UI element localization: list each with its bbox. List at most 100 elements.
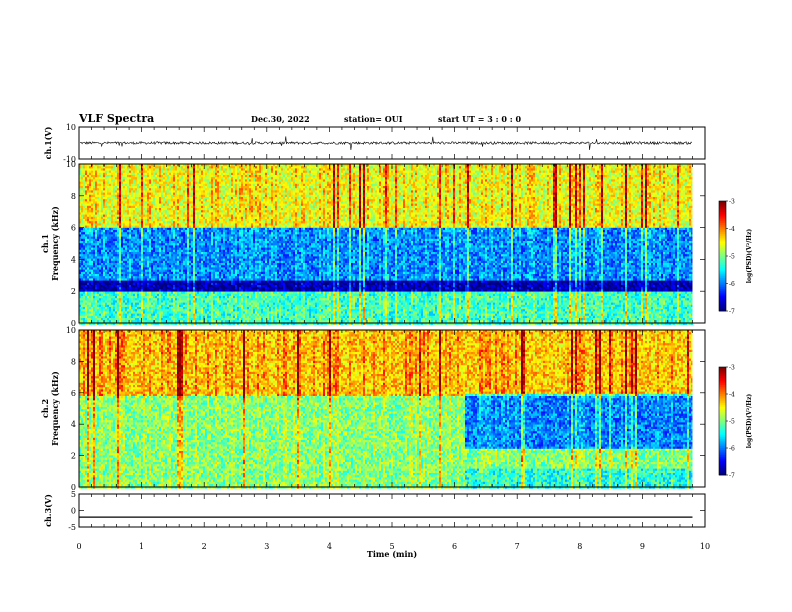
spectrogram-cell: [573, 171, 575, 174]
spectrogram-cell: [111, 186, 113, 189]
spectrogram-cell: [293, 184, 295, 187]
spectrogram-cell: [547, 184, 549, 187]
spectrogram-cell: [215, 175, 217, 178]
spectrogram-cell: [479, 179, 481, 182]
spectrogram-cell: [455, 171, 457, 174]
spectrogram-cell: [129, 175, 131, 178]
spectrogram-cell: [337, 177, 339, 180]
spectrogram-cell: [557, 182, 559, 185]
spectrogram-cell: [97, 171, 99, 174]
spectrogram-cell: [585, 182, 587, 185]
spectrogram-cell: [539, 177, 541, 180]
spectrogram-cell: [255, 177, 257, 180]
spectrogram-cell: [473, 184, 475, 187]
spectrogram-cell: [131, 179, 133, 182]
spectrogram-cell: [563, 166, 565, 169]
spectrogram-cell: [401, 175, 403, 178]
spectrogram-cell: [311, 179, 313, 182]
spectrogram-cell: [521, 168, 523, 171]
spectrogram-cell: [467, 179, 469, 182]
spectrogram-cell: [187, 173, 189, 176]
spectrogram-cell: [677, 168, 679, 171]
spectrogram-cell: [601, 184, 603, 187]
spectrogram-cell: [407, 177, 409, 180]
spectrogram-cell: [203, 171, 205, 174]
spectrogram-cell: [321, 177, 323, 180]
spectrogram-cell: [505, 177, 507, 180]
spectrogram-cell: [387, 173, 389, 176]
spectrogram-cell: [275, 166, 277, 169]
spectrogram-cell: [313, 173, 315, 176]
spectrogram-cell: [541, 177, 543, 180]
spectrogram-cell: [161, 173, 163, 176]
spectrogram-cell: [527, 184, 529, 187]
spectrogram-cell: [391, 175, 393, 178]
spectrogram-cell: [539, 171, 541, 174]
spectrogram-cell: [425, 171, 427, 174]
spectrogram-cell: [535, 168, 537, 171]
spectrogram-cell: [325, 177, 327, 180]
spectrogram-cell: [255, 182, 257, 185]
spectrogram-cell: [127, 168, 129, 171]
spectrogram-cell: [543, 173, 545, 176]
spectrogram-cell: [569, 171, 571, 174]
spectrogram-cell: [227, 179, 229, 182]
spectrogram-cell: [627, 166, 629, 169]
spectrogram-cell: [135, 173, 137, 176]
spectrogram-cell: [543, 182, 545, 185]
spectrogram-cell: [417, 182, 419, 185]
spectrogram-cell: [117, 173, 119, 176]
spectrogram-cell: [129, 171, 131, 174]
spectrogram-cell: [423, 173, 425, 176]
spectrogram-cell: [549, 175, 551, 178]
spectrogram-cell: [113, 175, 115, 178]
spectrogram-cell: [613, 175, 615, 178]
spectrogram-cell: [109, 171, 111, 174]
spectrogram-cell: [585, 168, 587, 171]
spectrogram-cell: [237, 179, 239, 182]
spectrogram-cell: [233, 171, 235, 174]
spectrogram-cell: [669, 179, 671, 182]
spectrogram-cell: [231, 184, 233, 187]
spectrogram-cell: [575, 184, 577, 187]
spectrogram-cell: [125, 171, 127, 174]
spectrogram-cell: [431, 179, 433, 182]
spectrogram-cell: [551, 166, 553, 169]
spectrogram-cell: [575, 179, 577, 182]
spectrogram-cell: [313, 168, 315, 171]
spectrogram-cell: [253, 175, 255, 178]
spectrogram-cell: [449, 182, 451, 185]
spectrogram-cell: [305, 171, 307, 174]
spectrogram-cell: [249, 179, 251, 182]
spectrogram-cell: [113, 182, 115, 185]
spectrogram-cell: [111, 166, 113, 169]
spectrogram-cell: [581, 168, 583, 171]
spectrogram-cell: [571, 184, 573, 187]
spectrogram-cell: [169, 179, 171, 182]
spectrogram-cell: [93, 177, 95, 180]
spectrogram-cell: [221, 168, 223, 171]
spectrogram-cell: [609, 182, 611, 185]
spectrogram-cell: [555, 177, 557, 180]
spectrogram-cell: [631, 175, 633, 178]
spectrogram-cell: [313, 175, 315, 178]
spectrogram-cell: [351, 184, 353, 187]
spectrogram-cell: [115, 184, 117, 187]
spectrogram-cell: [93, 182, 95, 185]
spectrogram-cell: [155, 171, 157, 174]
spectrogram-cell: [193, 184, 195, 187]
spectrogram-cell: [457, 171, 459, 174]
spectrogram-cell: [169, 177, 171, 180]
spectrogram-cell: [637, 166, 639, 169]
spectrogram-cell: [577, 184, 579, 187]
spectrogram-cell: [589, 171, 591, 174]
spectrogram-cell: [555, 166, 557, 169]
spectrogram-cell: [91, 179, 93, 182]
spectrogram-cell: [559, 168, 561, 171]
spectrogram-cell: [185, 171, 187, 174]
spectrogram-cell: [547, 171, 549, 174]
spectrogram-cell: [183, 171, 185, 174]
spectrogram-cell: [257, 182, 259, 185]
spectrogram-cell: [559, 175, 561, 178]
spectrogram-cell: [511, 168, 513, 171]
